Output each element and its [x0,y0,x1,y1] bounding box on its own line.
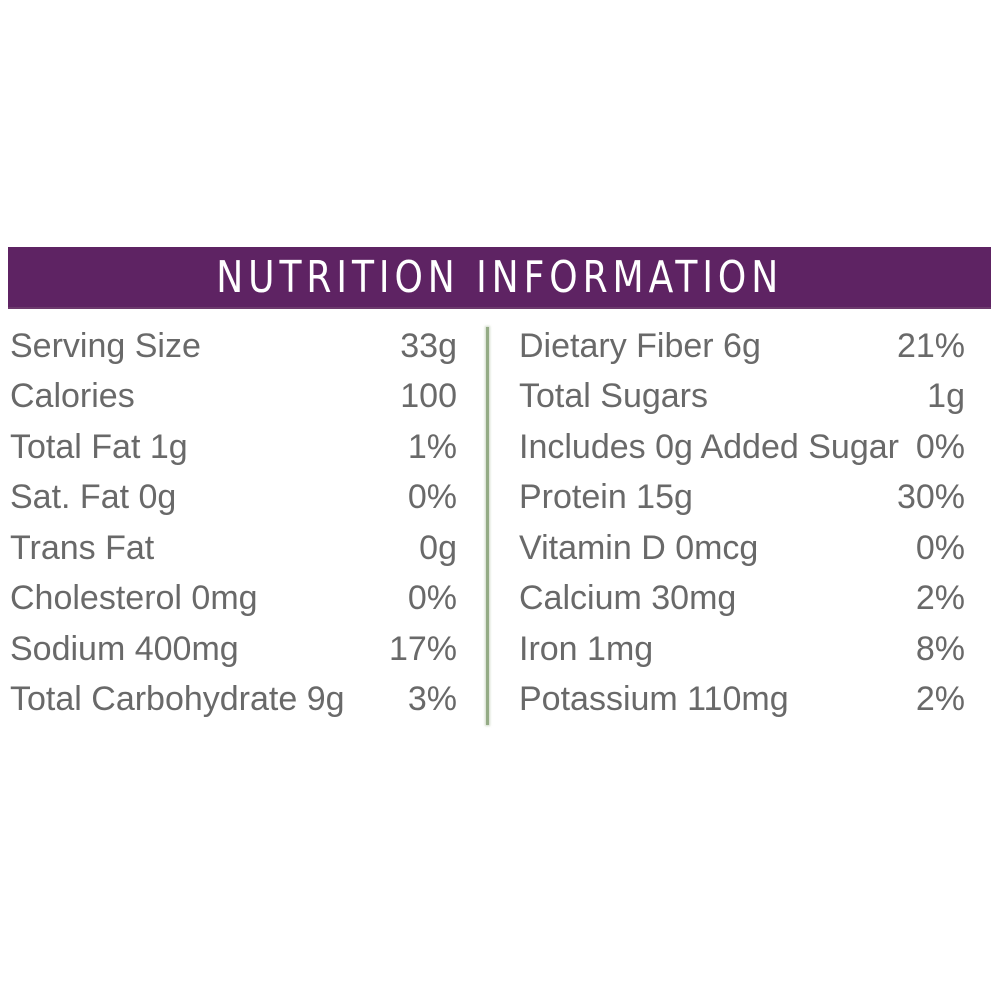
header-bar: NUTRITION INFORMATION [8,247,991,309]
nutrient-label: Potassium 110mg [519,680,789,719]
nutrient-value: 0g [419,528,457,567]
column-divider [486,327,489,725]
nutrient-row: Sodium 400mg 17% [10,624,457,675]
nutrient-value: 0% [915,528,965,567]
nutrient-row: Total Carbohydrate 9g 3% [10,675,457,726]
nutrient-value: 21% [896,326,965,365]
nutrient-value: 0% [407,478,457,517]
right-column: Dietary Fiber 6g 21% Total Sugars 1g Inc… [519,321,965,725]
nutrient-row: Calcium 30mg 2% [519,574,965,625]
nutrient-value: 33g [400,326,457,365]
nutrient-value: 1g [927,377,965,416]
nutrient-value: 1% [407,427,457,466]
nutrient-row: Includes 0g Added Sugar 0% [519,422,965,473]
nutrient-label: Total Fat 1g [10,427,188,466]
nutrient-label: Total Sugars [519,377,708,416]
nutrient-row: Vitamin D 0mcg 0% [519,523,965,574]
nutrient-label: Serving Size [10,326,201,365]
nutrient-row: Protein 15g 30% [519,473,965,524]
nutrient-row: Serving Size 33g [10,321,457,372]
nutrient-label: Protein 15g [519,478,693,517]
nutrient-value: 2% [915,579,965,618]
nutrient-label: Trans Fat [10,528,155,567]
nutrient-label: Vitamin D 0mcg [519,528,759,567]
nutrient-row: Trans Fat 0g [10,523,457,574]
left-column: Serving Size 33g Calories 100 Total Fat … [10,321,457,725]
nutrient-value: 2% [915,680,965,719]
nutrient-label: Sat. Fat 0g [10,478,177,517]
nutrient-value: 3% [407,680,457,719]
nutrient-row: Sat. Fat 0g 0% [10,473,457,524]
nutrient-value: 0% [407,579,457,618]
nutrient-label: Calcium 30mg [519,579,737,618]
nutrient-value: 17% [388,629,457,668]
nutrient-row: Calories 100 [10,372,457,423]
nutrient-label: Sodium 400mg [10,629,239,668]
nutrient-row: Dietary Fiber 6g 21% [519,321,965,372]
nutrient-value: 100 [400,377,457,416]
nutrient-label: Calories [10,377,135,416]
nutrient-row: Cholesterol 0mg 0% [10,574,457,625]
header-title: NUTRITION INFORMATION [216,252,783,303]
nutrient-row: Total Fat 1g 1% [10,422,457,473]
nutrient-label: Iron 1mg [519,629,654,668]
nutrient-row: Potassium 110mg 2% [519,675,965,726]
nutrient-row: Iron 1mg 8% [519,624,965,675]
nutrient-value: 0% [915,427,965,466]
nutrient-label: Includes 0g Added Sugar [519,427,899,466]
nutrient-label: Total Carbohydrate 9g [10,680,345,719]
nutrient-row: Total Sugars 1g [519,372,965,423]
nutrient-label: Dietary Fiber 6g [519,326,761,365]
nutrient-label: Cholesterol 0mg [10,579,258,618]
nutrient-value: 30% [896,478,965,517]
nutrient-value: 8% [915,629,965,668]
